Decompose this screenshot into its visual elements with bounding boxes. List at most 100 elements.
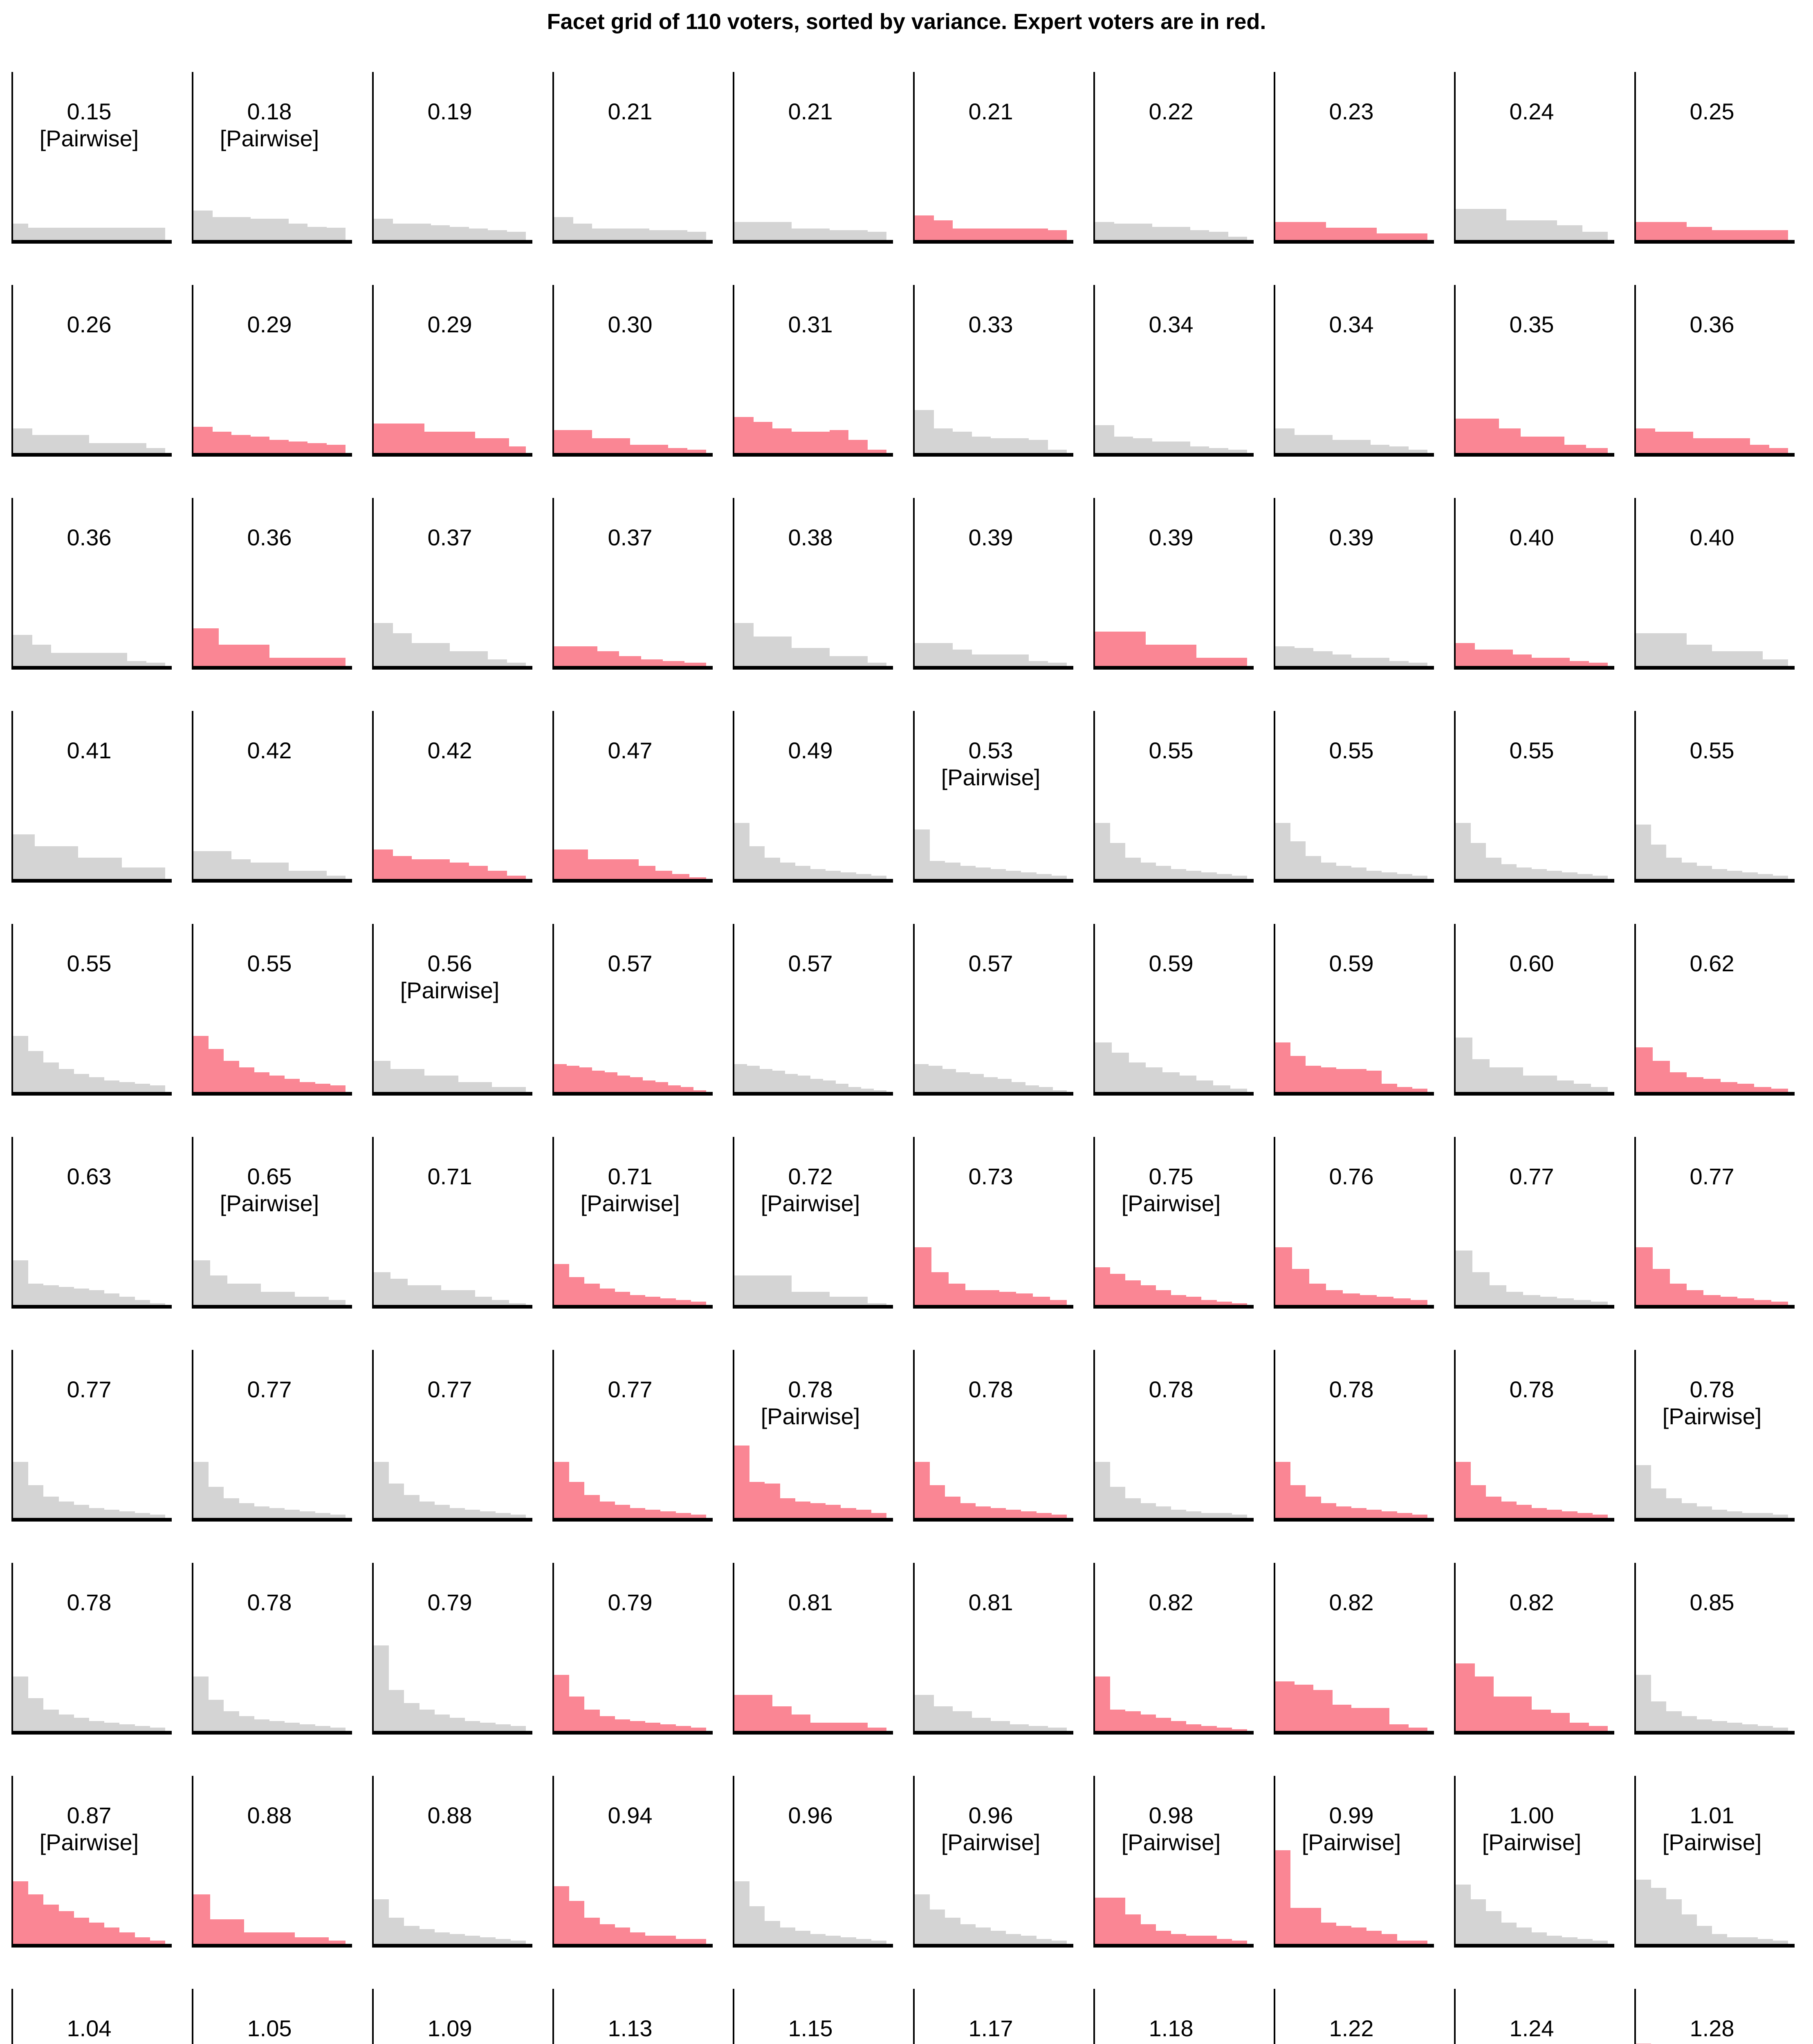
facet-panel: 0.63 [11,1137,172,1309]
histogram-bar [1171,1721,1187,1731]
x-axis-line [733,1518,893,1522]
histogram-bar [649,444,668,453]
histogram-bar [127,661,146,666]
histogram [193,1141,346,1305]
facet-label: 0.72 [Pairwise] [733,1163,888,1217]
histogram-bar [1489,1067,1506,1092]
histogram-bar [791,1714,810,1731]
histogram-bar [972,654,991,666]
facet-panel: 0.24 [1454,72,1614,244]
histogram-bar [569,1696,585,1731]
histogram-bar [1757,874,1773,879]
histogram [554,1780,707,1944]
y-axis-line [1634,924,1636,1096]
facet-label: 0.78 [Pairwise] [733,1376,888,1430]
facet-variance-value: 0.79 [608,1589,653,1615]
histogram-bar [193,628,219,666]
facet-label: 0.19 [372,98,527,125]
x-axis-line [1454,1092,1614,1096]
histogram-bar [1171,1934,1187,1944]
histogram-bar [419,1501,435,1518]
histogram-bar [58,1714,74,1731]
y-axis-line [552,924,554,1096]
y-axis-line [1454,498,1456,670]
histogram-bar [1029,228,1048,240]
histogram-bar [150,1085,166,1092]
y-axis-line [552,1563,554,1735]
histogram-bar [374,218,393,240]
facet-panel: 0.77 [1634,1137,1795,1309]
histogram-bar [224,1711,239,1731]
facet-panel: 0.23 [1274,72,1434,244]
histogram-bar [74,227,90,240]
histogram-bar [13,834,35,879]
facet-panel: 0.57 [733,924,893,1096]
histogram-bar [244,1283,261,1305]
histogram-bar [848,1722,868,1731]
facet-panel: 1.00 [Pairwise] [1454,1776,1614,1948]
x-axis-line [913,1092,1073,1096]
histogram-bar [734,823,750,879]
y-axis-line [1634,72,1636,244]
histogram-bar [1095,222,1114,240]
histogram-bar [193,210,213,240]
x-axis-line [372,1944,532,1948]
histogram-bar [1125,1280,1141,1305]
histogram-bar [374,1462,389,1518]
x-axis-line [1274,1305,1434,1309]
histogram-bar [1039,1087,1053,1092]
histogram-bar [573,430,592,453]
histogram-bar [1737,651,1763,666]
y-axis-line [192,72,193,244]
facet-label: 0.76 [1274,1163,1429,1190]
histogram-bar [254,1506,270,1518]
histogram-bar [1456,1038,1473,1092]
histogram-bar [1687,226,1712,240]
facet-variance-value: 0.78 [968,1376,1013,1402]
histogram-bar [1577,1513,1593,1518]
y-axis-line [913,1350,915,1522]
x-axis-line [192,1944,352,1948]
histogram [734,502,886,666]
facet-label: 1.01 [Pairwise] [1634,1802,1790,1856]
histogram-bar [569,1481,585,1518]
histogram-bar [1516,1504,1532,1518]
histogram-bar [592,1070,605,1092]
facet-label: 0.77 [552,1376,708,1403]
histogram-bar [431,225,450,240]
facet-label: 0.96 [Pairwise] [913,1802,1068,1856]
x-axis-line [11,1731,172,1735]
histogram-bar [1651,1701,1667,1731]
facet-label: 0.79 [552,1589,708,1616]
histogram-bar [1547,1509,1562,1518]
histogram-bar [1742,1937,1758,1944]
histogram-bar [1029,661,1048,666]
facet-panel: 0.81 [733,1563,893,1735]
facet-pairwise-tag: [Pairwise] [580,1190,680,1216]
histogram-bar [1222,657,1247,666]
histogram-bar [307,870,327,879]
histogram-bar [1133,223,1152,240]
histogram-bar [312,1296,329,1305]
histogram-bar [469,865,488,879]
facet-label: 0.63 [11,1163,167,1190]
facet-label: 0.36 [11,524,167,551]
histogram-bar [734,222,754,240]
histogram-bar [1547,870,1562,879]
histogram-bar [848,439,868,453]
histogram-bar [617,1075,630,1092]
y-axis-line [733,1776,734,1948]
histogram-bar [285,1078,300,1092]
histogram-bar [450,1508,465,1518]
histogram-bar [269,862,289,879]
histogram-bar [1156,1506,1171,1518]
facet-panel: 0.96 [733,1776,893,1948]
facet-pairwise-tag: [Pairwise] [1121,1190,1221,1216]
histogram [915,1354,1067,1518]
histogram-bar [592,228,611,240]
histogram-bar [312,1937,329,1944]
histogram-bar [991,438,1010,453]
histogram-bar [1301,222,1326,240]
histogram-bar [1591,1301,1608,1305]
y-axis-line [1093,1776,1095,1948]
